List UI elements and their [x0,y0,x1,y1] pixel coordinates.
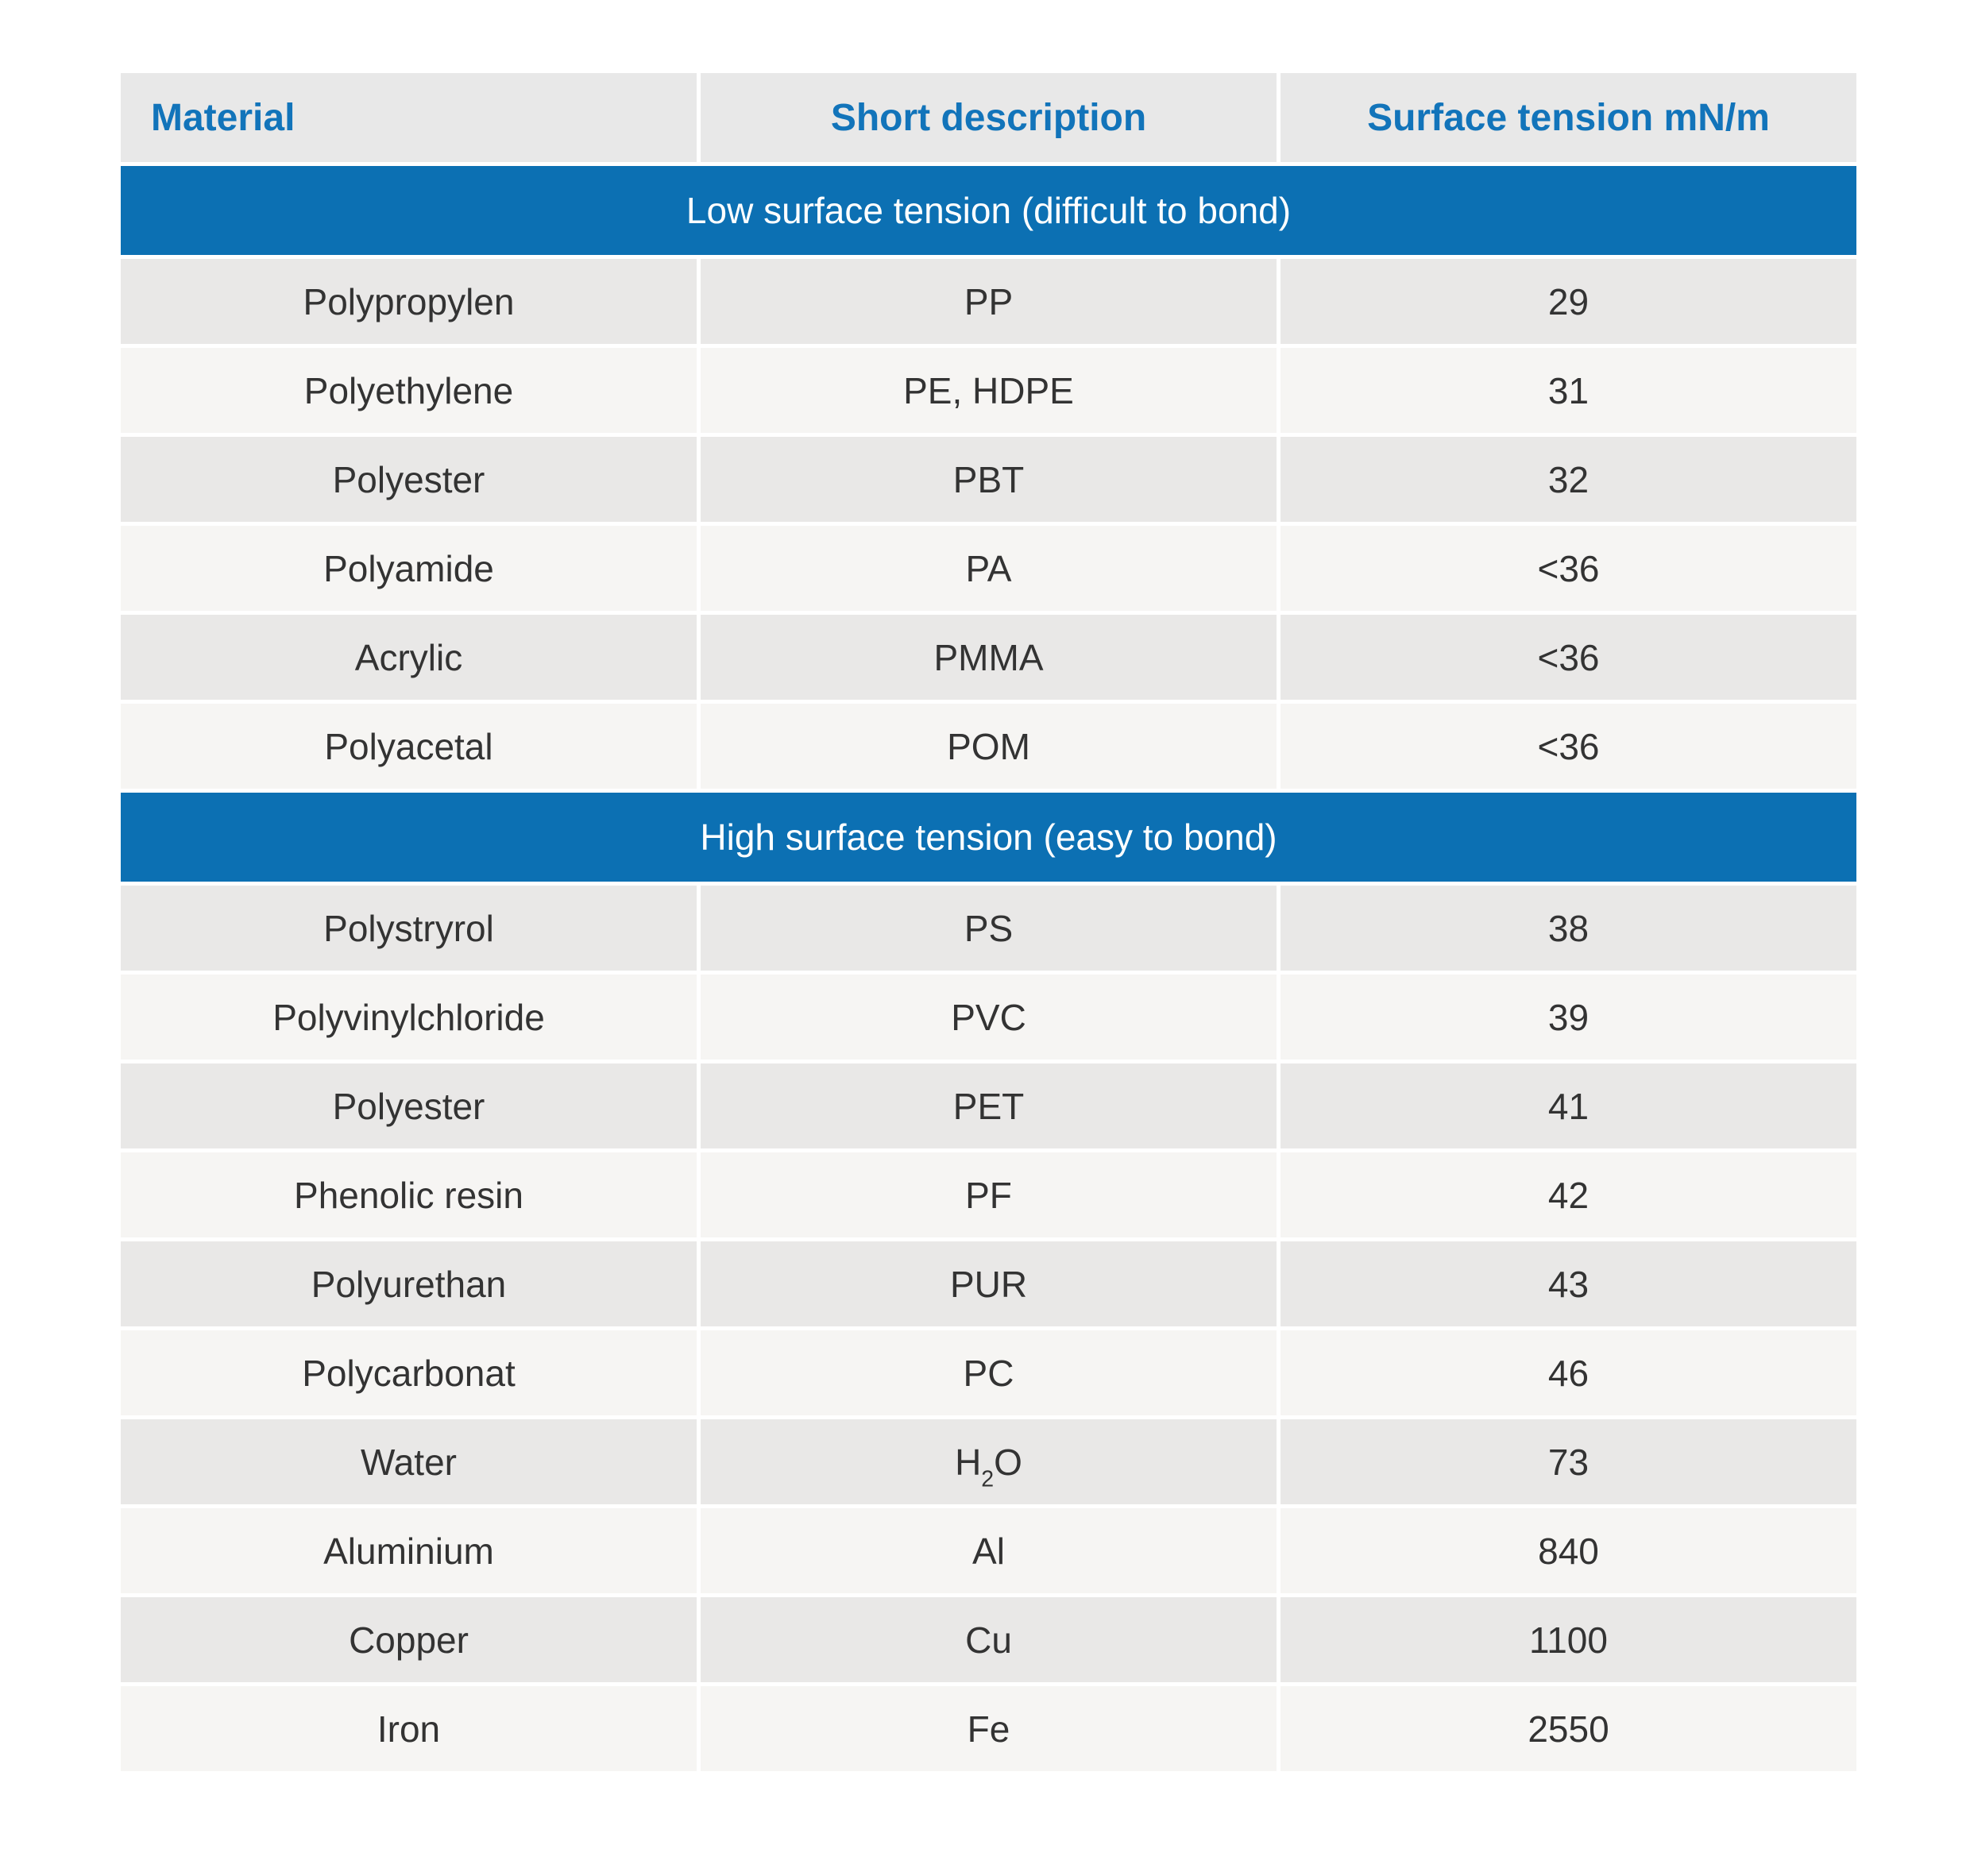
surface-tension-cell: 2550 [1280,1686,1856,1771]
surface-tension-cell: 39 [1280,975,1856,1060]
short-description-cell: PMMA [701,615,1277,700]
surface-tension-cell: <36 [1280,615,1856,700]
surface-tension-cell: 41 [1280,1063,1856,1148]
column-header-short-description: Short description [701,73,1277,162]
section-header: Low surface tension (difficult to bond) [121,166,1856,255]
material-cell: Polyvinylchloride [121,975,697,1060]
material-cell: Phenolic resin [121,1152,697,1237]
short-description-cell: Al [701,1508,1277,1593]
material-cell: Polystryrol [121,886,697,971]
table-row: Phenolic resin PF 42 [121,1152,1856,1237]
short-description-cell: PET [701,1063,1277,1148]
surface-tension-cell: <36 [1280,526,1856,611]
short-description-cell: PF [701,1152,1277,1237]
table-row: Polyacetal POM <36 [121,704,1856,789]
table-row: Polyurethan PUR 43 [121,1241,1856,1326]
material-cell: Aluminium [121,1508,697,1593]
material-cell: Polycarbonat [121,1330,697,1415]
surface-tension-cell: 32 [1280,437,1856,522]
section-band-row: Low surface tension (difficult to bond) [121,166,1856,255]
table-row: Polystryrol PS 38 [121,886,1856,971]
short-description-cell: PVC [701,975,1277,1060]
material-cell: Acrylic [121,615,697,700]
section-header: High surface tension (easy to bond) [121,793,1856,882]
table-row: Polyamide PA <36 [121,526,1856,611]
surface-tension-table: Material Short description Surface tensi… [117,69,1860,1775]
short-description-cell: Cu [701,1597,1277,1682]
surface-tension-cell: 42 [1280,1152,1856,1237]
surface-tension-cell: 1100 [1280,1597,1856,1682]
material-cell: Polypropylen [121,259,697,344]
surface-tension-cell: 46 [1280,1330,1856,1415]
surface-tension-cell: <36 [1280,704,1856,789]
material-cell: Polyester [121,1063,697,1148]
short-description-cell: PE, HDPE [701,348,1277,433]
short-description-cell: Fe [701,1686,1277,1771]
material-cell: Copper [121,1597,697,1682]
table-row: Polyester PET 41 [121,1063,1856,1148]
short-description-cell: PP [701,259,1277,344]
table-row: Aluminium Al 840 [121,1508,1856,1593]
short-description-cell: PUR [701,1241,1277,1326]
table-row: Polycarbonat PC 46 [121,1330,1856,1415]
material-cell: Polyacetal [121,704,697,789]
table-row: Polyvinylchloride PVC 39 [121,975,1856,1060]
short-description-cell: H2O [701,1419,1277,1504]
material-cell: Polyurethan [121,1241,697,1326]
table-row: Polyester PBT 32 [121,437,1856,522]
table-row: Polyethylene PE, HDPE 31 [121,348,1856,433]
short-description-cell: PC [701,1330,1277,1415]
table-row: Iron Fe 2550 [121,1686,1856,1771]
surface-tension-cell: 840 [1280,1508,1856,1593]
surface-tension-cell: 38 [1280,886,1856,971]
table-body: Low surface tension (difficult to bond) P… [121,166,1856,1771]
material-cell: Water [121,1419,697,1504]
surface-tension-cell: 29 [1280,259,1856,344]
surface-tension-cell: 31 [1280,348,1856,433]
short-description-cell: PA [701,526,1277,611]
table-header-row: Material Short description Surface tensi… [121,73,1856,162]
surface-tension-cell: 73 [1280,1419,1856,1504]
section-band-row: High surface tension (easy to bond) [121,793,1856,882]
short-description-cell: POM [701,704,1277,789]
material-cell: Polyethylene [121,348,697,433]
table-row: Polypropylen PP 29 [121,259,1856,344]
material-cell: Iron [121,1686,697,1771]
surface-tension-cell: 43 [1280,1241,1856,1326]
table-row: Acrylic PMMA <36 [121,615,1856,700]
table-row: Copper Cu 1100 [121,1597,1856,1682]
column-header-material: Material [121,73,697,162]
table-row: Water H2O 73 [121,1419,1856,1504]
short-description-cell: PBT [701,437,1277,522]
material-cell: Polyester [121,437,697,522]
column-header-surface-tension: Surface tension mN/m [1280,73,1856,162]
material-cell: Polyamide [121,526,697,611]
short-description-cell: PS [701,886,1277,971]
